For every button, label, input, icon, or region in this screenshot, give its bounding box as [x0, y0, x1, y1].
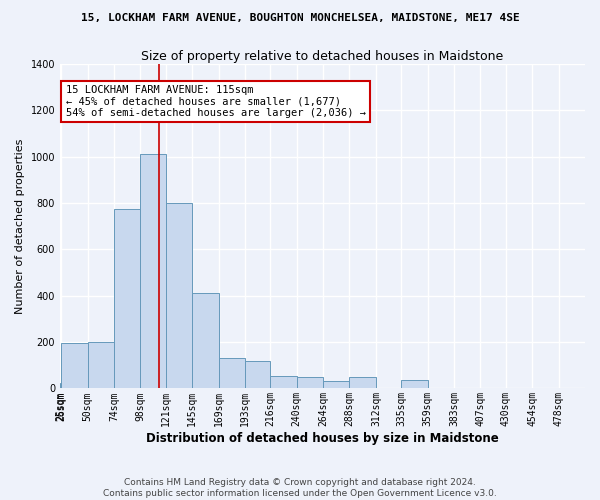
Y-axis label: Number of detached properties: Number of detached properties — [15, 138, 25, 314]
Bar — [114, 209, 140, 388]
Bar — [60, 382, 61, 388]
Bar — [192, 294, 218, 388]
Bar — [323, 382, 349, 388]
Text: 15 LOCKHAM FARM AVENUE: 115sqm
← 45% of detached houses are smaller (1,677)
54% : 15 LOCKHAM FARM AVENUE: 115sqm ← 45% of … — [65, 85, 365, 118]
Text: Contains HM Land Registry data © Crown copyright and database right 2024.
Contai: Contains HM Land Registry data © Crown c… — [103, 478, 497, 498]
Bar — [166, 203, 192, 388]
Text: 15, LOCKHAM FARM AVENUE, BOUGHTON MONCHELSEA, MAIDSTONE, ME17 4SE: 15, LOCKHAM FARM AVENUE, BOUGHTON MONCHE… — [80, 12, 520, 22]
Title: Size of property relative to detached houses in Maidstone: Size of property relative to detached ho… — [142, 50, 503, 63]
Bar — [140, 154, 166, 388]
Bar — [88, 342, 114, 388]
Bar — [296, 377, 323, 388]
Bar — [270, 376, 296, 388]
Bar — [401, 380, 428, 388]
X-axis label: Distribution of detached houses by size in Maidstone: Distribution of detached houses by size … — [146, 432, 499, 445]
Bar — [218, 358, 245, 388]
Bar — [245, 360, 270, 388]
Bar — [349, 377, 376, 388]
Bar — [61, 344, 88, 388]
